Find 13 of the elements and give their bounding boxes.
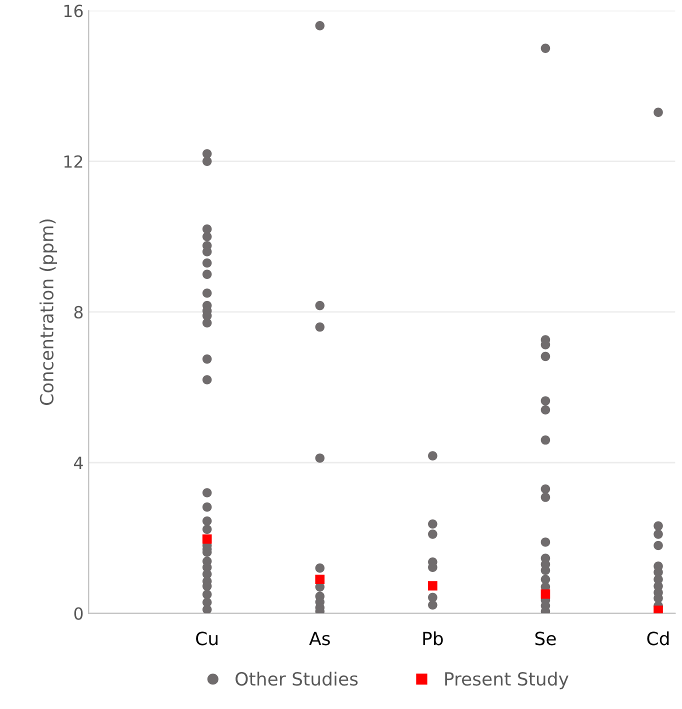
y-tick-label: 8 [74, 306, 83, 319]
x-tick-label: Cu [196, 632, 218, 646]
legend-label: Present Study [445, 672, 568, 690]
x-tick-label: Cd [647, 631, 669, 646]
y-tick-label: 4 [74, 456, 83, 469]
legend-label: Other Studies [236, 672, 358, 686]
x-tick-label: As [309, 632, 330, 646]
y-tick-label: 0 [74, 607, 83, 620]
x-tick-label: Pb [423, 631, 443, 646]
y-tick-label: 12 [64, 155, 82, 168]
x-tick-label: Se [535, 632, 556, 646]
y-axis-title: Concentration (ppm) [40, 219, 58, 405]
y-tick-label: 16 [64, 4, 83, 18]
